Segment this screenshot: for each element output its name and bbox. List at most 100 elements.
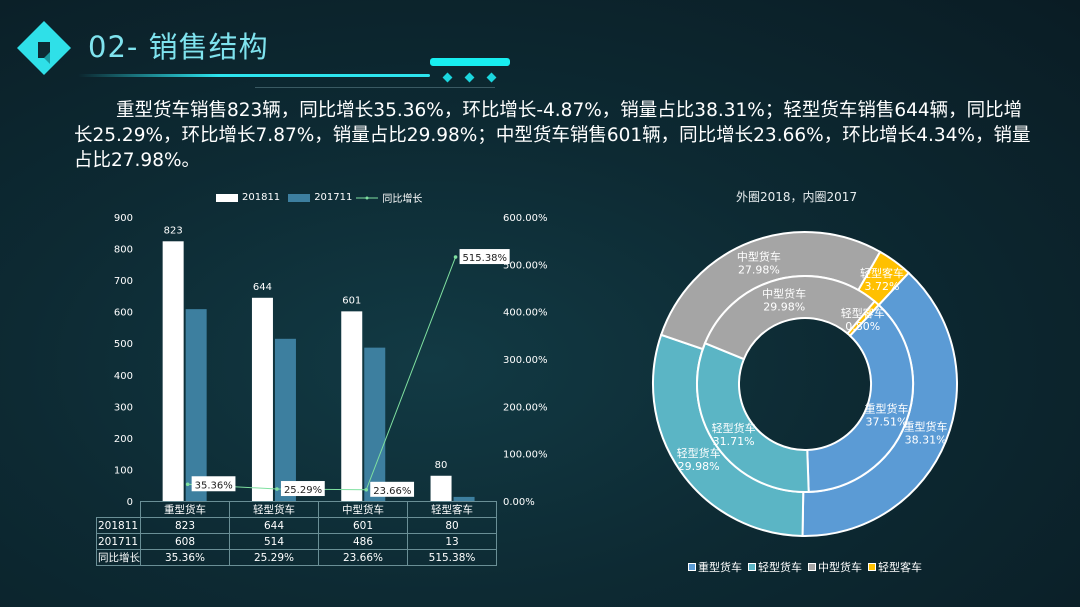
y2-tick-label: 100.00% (503, 450, 548, 461)
y-tick-label: 100 (114, 465, 133, 476)
y-tick-label: 400 (114, 371, 133, 382)
slice-percent-label: 29.98% (763, 301, 805, 314)
donut-slice-2017 (703, 275, 877, 361)
donut-slice-2017 (696, 341, 810, 493)
bar-201711 (453, 496, 475, 501)
legend-label: 201811 (242, 192, 281, 203)
y-tick-label: 0 (127, 497, 133, 508)
y2-tick-label: 400.00% (503, 308, 548, 319)
legend-label: 重型货车 (698, 561, 742, 574)
legend-label: 中型货车 (818, 561, 862, 574)
table-header: 中型货车 (318, 501, 408, 518)
legend-swatch (748, 563, 756, 571)
y-tick-label: 500 (114, 339, 133, 350)
growth-data-label: 23.66% (373, 486, 411, 497)
table-header: 轻型客车 (407, 501, 497, 518)
y2-tick-label: 600.00% (503, 213, 548, 224)
growth-data-label: 25.29% (284, 485, 322, 496)
y2-tick-label: 300.00% (503, 355, 548, 366)
bar-chart-legend: 201811 201711 同比增长 (216, 190, 422, 205)
growth-label-box (280, 481, 325, 497)
bar-201811 (162, 241, 184, 501)
header-accent-bar (430, 58, 510, 66)
legend-swatch (808, 563, 816, 571)
slice-category-label: 重型货车 (864, 401, 908, 415)
slice-category-label: 轻型货车 (712, 421, 756, 435)
growth-point (275, 487, 279, 491)
bar-201711 (185, 309, 207, 501)
y2-tick-label: 200.00% (503, 402, 548, 413)
bar-201711 (364, 347, 386, 501)
legend-swatch (868, 563, 876, 571)
y-tick-label: 600 (114, 308, 133, 319)
legend-label: 201711 (314, 192, 353, 203)
slice-percent-label: 3.72% (864, 280, 899, 293)
diamond-logo-icon (17, 21, 71, 75)
bar-201811 (430, 475, 452, 501)
growth-point (364, 488, 369, 492)
slice-percent-label: 0.80% (845, 320, 880, 333)
table-header: 轻型货车 (229, 501, 319, 518)
bar-data-label: 80 (435, 460, 448, 471)
header-subline (255, 87, 495, 88)
bar-201811 (341, 311, 363, 501)
growth-data-label: 35.36% (195, 480, 233, 491)
legend-label: 同比增长 (382, 194, 423, 205)
y-tick-label: 700 (114, 276, 133, 287)
table-cell: 608 (140, 533, 230, 550)
row-label: 同比增长 (96, 549, 141, 566)
slice-percent-label: 31.71% (713, 435, 755, 448)
bar-data-label: 823 (164, 225, 183, 236)
donut-slice-2017 (846, 300, 881, 338)
table-cell: 486 (318, 533, 408, 550)
donut-slice-2017 (806, 303, 914, 493)
growth-label-box (459, 249, 510, 265)
y-tick-label: 900 (114, 213, 133, 224)
data-table: 重型货车 轻型货车 中型货车 轻型客车 201811 823 644 601 80 2… (96, 501, 497, 566)
slice-percent-label: 37.51% (866, 415, 908, 428)
growth-point (453, 255, 458, 259)
table-cell: 25.29% (229, 549, 319, 566)
row-label: 201811 (96, 517, 141, 534)
slice-percent-label: 29.98% (678, 460, 720, 473)
growth-label-box (370, 481, 415, 497)
y-tick-label: 300 (114, 402, 133, 413)
table-cell: 515.38% (407, 549, 497, 566)
table-row: 201811 823 644 601 80 (96, 517, 497, 534)
header-divider (78, 74, 430, 77)
bar-data-label: 601 (342, 295, 361, 306)
y-tick-label: 800 (114, 245, 133, 256)
y-tick-label: 200 (114, 434, 133, 445)
bar-201711 (274, 338, 296, 501)
slice-category-label: 轻型客车 (841, 306, 885, 320)
legend-swatch (216, 193, 238, 202)
donut-title: 外圈2018，内圈2017 (736, 190, 858, 204)
slice-category-label: 中型货车 (737, 249, 781, 263)
bar-201811 (251, 297, 273, 501)
table-cell: 23.66% (318, 549, 408, 566)
donut-legend: 重型货车 轻型货车 中型货车 轻型客车 (688, 559, 922, 575)
summary-text: 重型货车销售823辆，同比增长35.36%，环比增长-4.87%，销量占比38.… (74, 100, 1031, 171)
legend-line-swatch (356, 196, 379, 199)
table-row: 同比增长 35.36% 25.29% 23.66% 515.38% (96, 549, 497, 566)
legend-label: 轻型客车 (878, 561, 922, 574)
slice-category-label: 中型货车 (762, 287, 806, 301)
slice-category-label: 轻型货车 (677, 446, 721, 460)
slice-percent-label: 27.98% (738, 263, 780, 276)
legend-label: 轻型货车 (758, 561, 802, 574)
legend-swatch (288, 193, 311, 202)
bar-data-label: 644 (253, 282, 272, 293)
slice-category-label: 重型货车 (904, 420, 948, 434)
growth-label-box (191, 476, 236, 492)
slice-category-label: 轻型客车 (860, 266, 904, 280)
table-cell: 35.36% (140, 549, 230, 566)
growth-data-label: 515.38% (463, 253, 508, 264)
legend-swatch (688, 563, 696, 571)
y2-tick-label: 0.00% (503, 497, 535, 508)
table-header: 重型货车 (140, 501, 230, 518)
slice-percent-label: 38.31% (905, 434, 947, 447)
page-title: 02- 销售结构 (88, 30, 269, 64)
y2-tick-label: 500.00% (503, 260, 548, 271)
